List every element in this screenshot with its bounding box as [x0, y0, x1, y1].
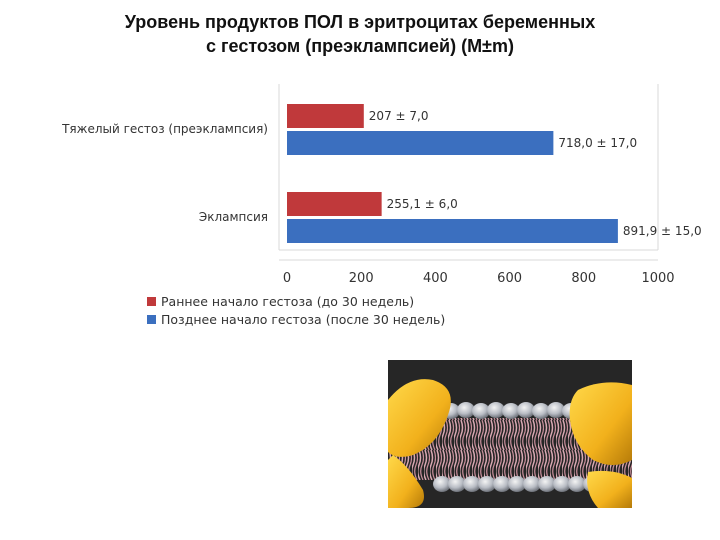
data-label: 255,1 ± 6,0	[387, 197, 458, 211]
x-tick-label: 600	[497, 271, 522, 286]
bar	[287, 104, 364, 128]
category-label: Эклампсия	[199, 210, 268, 224]
data-label: 891,9 ± 15,0	[623, 224, 702, 238]
legend-entry: Позднее начало гестоза (после 30 недель)	[161, 312, 445, 327]
data-label: 207 ± 7,0	[369, 109, 429, 123]
category-label: Тяжелый гестоз (преэклампсия)	[61, 122, 268, 136]
slide-title-line-2: с гестозом (преэклампсией) (M±m)	[206, 36, 514, 56]
slide-title: Уровень продуктов ПОЛ в эритроцитах бере…	[0, 10, 720, 58]
slide-title-line-1: Уровень продуктов ПОЛ в эритроцитах бере…	[124, 12, 596, 32]
bar	[287, 192, 382, 216]
lipid-bilayer-membrane-illustration-icon	[388, 360, 632, 508]
bars	[287, 104, 618, 243]
legend-entry: Раннее начало гестоза (до 30 недель)	[161, 294, 414, 309]
x-axis-ticks: 0 200 400 600 800 1000	[283, 271, 675, 286]
x-tick-label: 800	[571, 271, 596, 286]
bar	[287, 131, 554, 155]
data-label: 718,0 ± 17,0	[558, 136, 637, 150]
bar	[287, 219, 618, 243]
x-tick-label: 400	[423, 271, 448, 286]
legend-swatch	[147, 315, 156, 324]
legend-swatch	[147, 297, 156, 306]
x-tick-label: 0	[283, 271, 291, 286]
category-labels: Тяжелый гестоз (преэклампсия) Эклампсия	[61, 122, 268, 224]
lipid-bilayer-image	[388, 360, 632, 508]
x-tick-label: 1000	[641, 271, 674, 286]
plot-frame	[278, 84, 659, 261]
legend: Раннее начало гестоза (до 30 недель) Позд…	[147, 294, 445, 327]
data-labels: 207 ± 7,0 255,1 ± 6,0 718,0 ± 17,0 891,9 ± …	[369, 109, 702, 238]
x-tick-label: 200	[349, 271, 374, 286]
bar-chart: Тяжелый гестоз (преэклампсия) Эклампсия 2…	[61, 84, 702, 327]
